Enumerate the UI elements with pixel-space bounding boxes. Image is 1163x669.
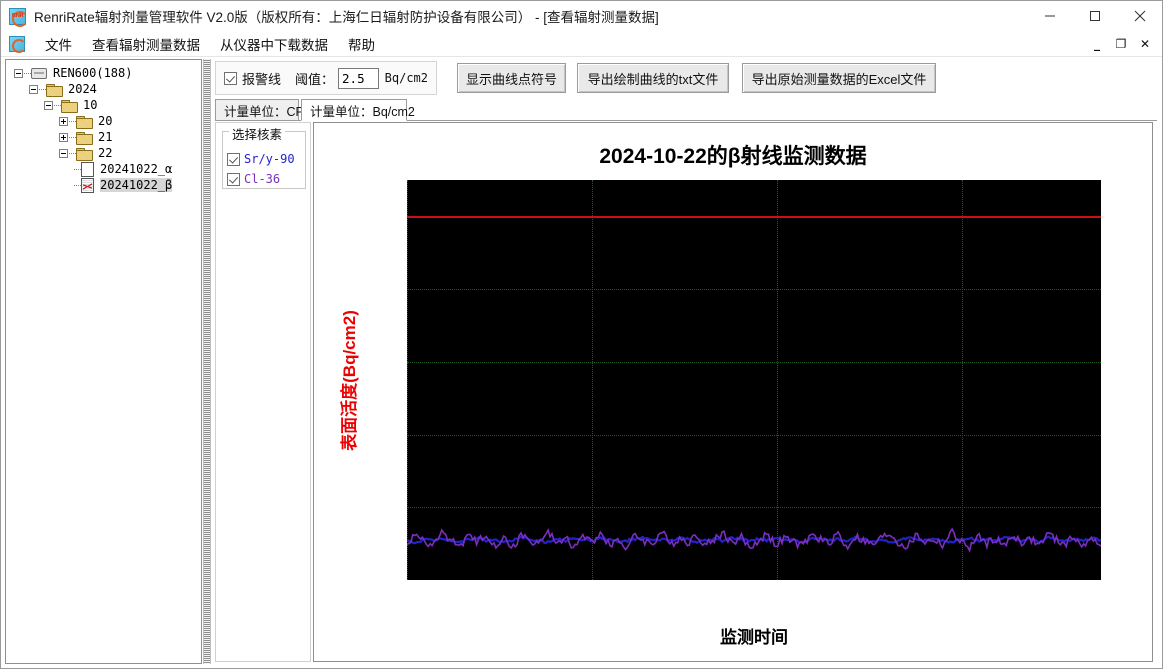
tree-node-label: 20	[98, 114, 113, 128]
tab-unit-cps[interactable]: 计量单位：CPS	[215, 99, 312, 121]
maximize-icon[interactable]	[1072, 1, 1117, 31]
close-icon[interactable]	[1117, 1, 1162, 31]
unit-tabs: 计量单位：CPS 计量单位：Bq/cm2	[215, 99, 1157, 121]
nuclide-checkbox-sr-y-90[interactable]	[227, 152, 240, 166]
chart-gridline-vertical	[777, 180, 779, 580]
chart-gridline-horizontal	[407, 507, 1101, 509]
folder-icon	[76, 115, 93, 129]
folder-icon	[61, 99, 78, 113]
tree-node-label: 21	[98, 130, 113, 144]
tree-node[interactable]: 20241022_α	[12, 161, 201, 177]
export-raw-excel-button[interactable]: 导出原始测量数据的Excel文件	[742, 63, 936, 93]
chart-title: 2024-10-22的β射线监测数据	[599, 145, 867, 168]
threshold-unit-label: Bq/cm2	[384, 71, 428, 85]
minimize-icon[interactable]	[1027, 1, 1072, 31]
chart-gridline-vertical	[407, 180, 408, 580]
chart-panel: 2024-10-22的β射线监测数据 表面活度(Bq/cm2) 0.00.51.…	[313, 122, 1153, 662]
collapse-icon[interactable]	[14, 68, 23, 78]
tree-connector	[54, 104, 61, 106]
chart-plot-area[interactable]: 0.00.51.01.52.02.515:24:0015:54:0016:24:…	[407, 180, 1101, 580]
nuclide-select-panel: 选择核素 Sr/y-90 Cl-36	[215, 122, 311, 662]
tree-node-label: 20241022_β	[100, 178, 173, 192]
collapse-icon[interactable]	[59, 148, 68, 158]
device-icon	[31, 67, 47, 79]
chart-series-layer	[407, 527, 1101, 553]
chart-gridline-horizontal	[407, 361, 1101, 363]
tree-connector	[69, 120, 76, 122]
nuclide-checkbox-cl-36[interactable]	[227, 172, 240, 186]
data-tree[interactable]: REN600(188) 2024 10 20 21 22 20241022_α 2024102…	[6, 60, 201, 193]
chart-y-axis-label-text: 表面活度(Bq/cm2)	[339, 309, 359, 451]
chart-gridline-vertical	[592, 180, 594, 580]
folder-icon	[46, 83, 63, 97]
tree-node[interactable]: 22	[12, 145, 201, 161]
tree-node[interactable]: 21	[12, 129, 201, 145]
chart-document-icon	[81, 177, 94, 193]
nuclide-group-legend: 选择核素	[229, 124, 286, 143]
document-icon	[81, 161, 94, 177]
expand-icon[interactable]	[59, 132, 68, 142]
nuclide-label-sr-y-90: Sr/y-90	[244, 152, 295, 166]
menu-item-file[interactable]: 文件	[45, 37, 72, 53]
tree-connector	[39, 88, 46, 90]
folder-icon	[76, 131, 93, 145]
window-controls	[1027, 1, 1162, 31]
tree-node-label: 10	[83, 98, 98, 112]
tree-node-label: 2024	[68, 82, 97, 96]
folder-icon	[76, 147, 93, 161]
menu-item-help[interactable]: 帮助	[348, 37, 375, 53]
threshold-label: 阈值：	[295, 71, 335, 87]
show-curve-point-symbols-button[interactable]: 显示曲线点符号	[457, 63, 566, 93]
tree-node[interactable]: 2024	[12, 81, 201, 97]
alarm-line-group: 报警线 阈值： 2.5 Bq/cm2	[215, 61, 437, 95]
tree-node[interactable]: 10	[12, 97, 201, 113]
tree-node-label: 20241022_α	[100, 162, 173, 176]
renri-logo-icon: RNR	[9, 7, 28, 27]
menu-bar: 文件 查看辐射测量数据 从仪器中下载数据 帮助 _ ❐ ✕	[1, 31, 1162, 57]
renri-logo-icon	[9, 35, 26, 53]
collapse-icon[interactable]	[29, 84, 38, 94]
mdi-minimize-icon[interactable]: _	[1094, 37, 1100, 51]
panel-splitter[interactable]	[203, 59, 211, 664]
title-bar: RNR RenriRate辐射剂量管理软件 V2.0版（版权所有：上海仁日辐射防…	[1, 1, 1162, 31]
collapse-icon[interactable]	[44, 100, 53, 110]
expand-icon[interactable]	[59, 116, 68, 126]
nuclide-item-sr-y-90[interactable]: Sr/y-90	[227, 152, 295, 166]
chart-x-axis-label: 监测时间	[720, 628, 788, 647]
tab-unit-bqcm2[interactable]: 计量单位：Bq/cm2	[301, 99, 415, 121]
measurement-view: 报警线 阈值： 2.5 Bq/cm2 显示曲线点符号 导出绘制曲线的txt文件 …	[213, 59, 1159, 664]
tree-node[interactable]: REN600(188)	[12, 65, 201, 81]
mdi-child-controls: _ ❐ ✕	[1090, 31, 1158, 57]
nuclide-group-box: 选择核素 Sr/y-90 Cl-36	[222, 124, 306, 189]
nuclide-label-cl-36: Cl-36	[244, 172, 281, 186]
chart-series-line	[407, 527, 1101, 553]
mdi-restore-icon[interactable]: ❐	[1115, 37, 1127, 51]
menu-item-download-from-device[interactable]: 从仪器中下载数据	[220, 37, 328, 53]
tree-node[interactable]: 20241022_β	[12, 177, 201, 193]
chart-alarm-threshold-line	[407, 216, 1101, 219]
tree-connector	[24, 72, 31, 74]
window-title: RenriRate辐射剂量管理软件 V2.0版（版权所有：上海仁日辐射防护设备有…	[34, 10, 659, 25]
threshold-input[interactable]: 2.5	[338, 67, 379, 89]
tree-connector	[69, 152, 76, 154]
alarm-line-checkbox[interactable]	[224, 71, 237, 85]
tree-connector	[74, 168, 81, 170]
tree-connector	[69, 136, 76, 138]
menu-item-view-measurement-data[interactable]: 查看辐射测量数据	[92, 37, 200, 53]
tree-node-label: 22	[98, 146, 113, 160]
tree-connector	[74, 184, 81, 186]
chart-y-axis-label: 表面活度(Bq/cm2)	[336, 180, 359, 580]
chart-gridline-vertical	[962, 180, 964, 580]
tree-node[interactable]: 20	[12, 113, 201, 129]
mdi-close-icon[interactable]: ✕	[1139, 37, 1151, 51]
chart-gridline-horizontal	[407, 434, 1101, 436]
alarm-line-label: 报警线	[242, 71, 282, 87]
chart-gridline-horizontal	[407, 289, 1101, 291]
export-curve-txt-button[interactable]: 导出绘制曲线的txt文件	[577, 63, 729, 93]
tree-node-label: REN600(188)	[53, 66, 133, 80]
nuclide-item-cl-36[interactable]: Cl-36	[227, 172, 280, 186]
data-tree-panel[interactable]: REN600(188) 2024 10 20 21 22 20241022_α 2024102…	[5, 59, 202, 664]
